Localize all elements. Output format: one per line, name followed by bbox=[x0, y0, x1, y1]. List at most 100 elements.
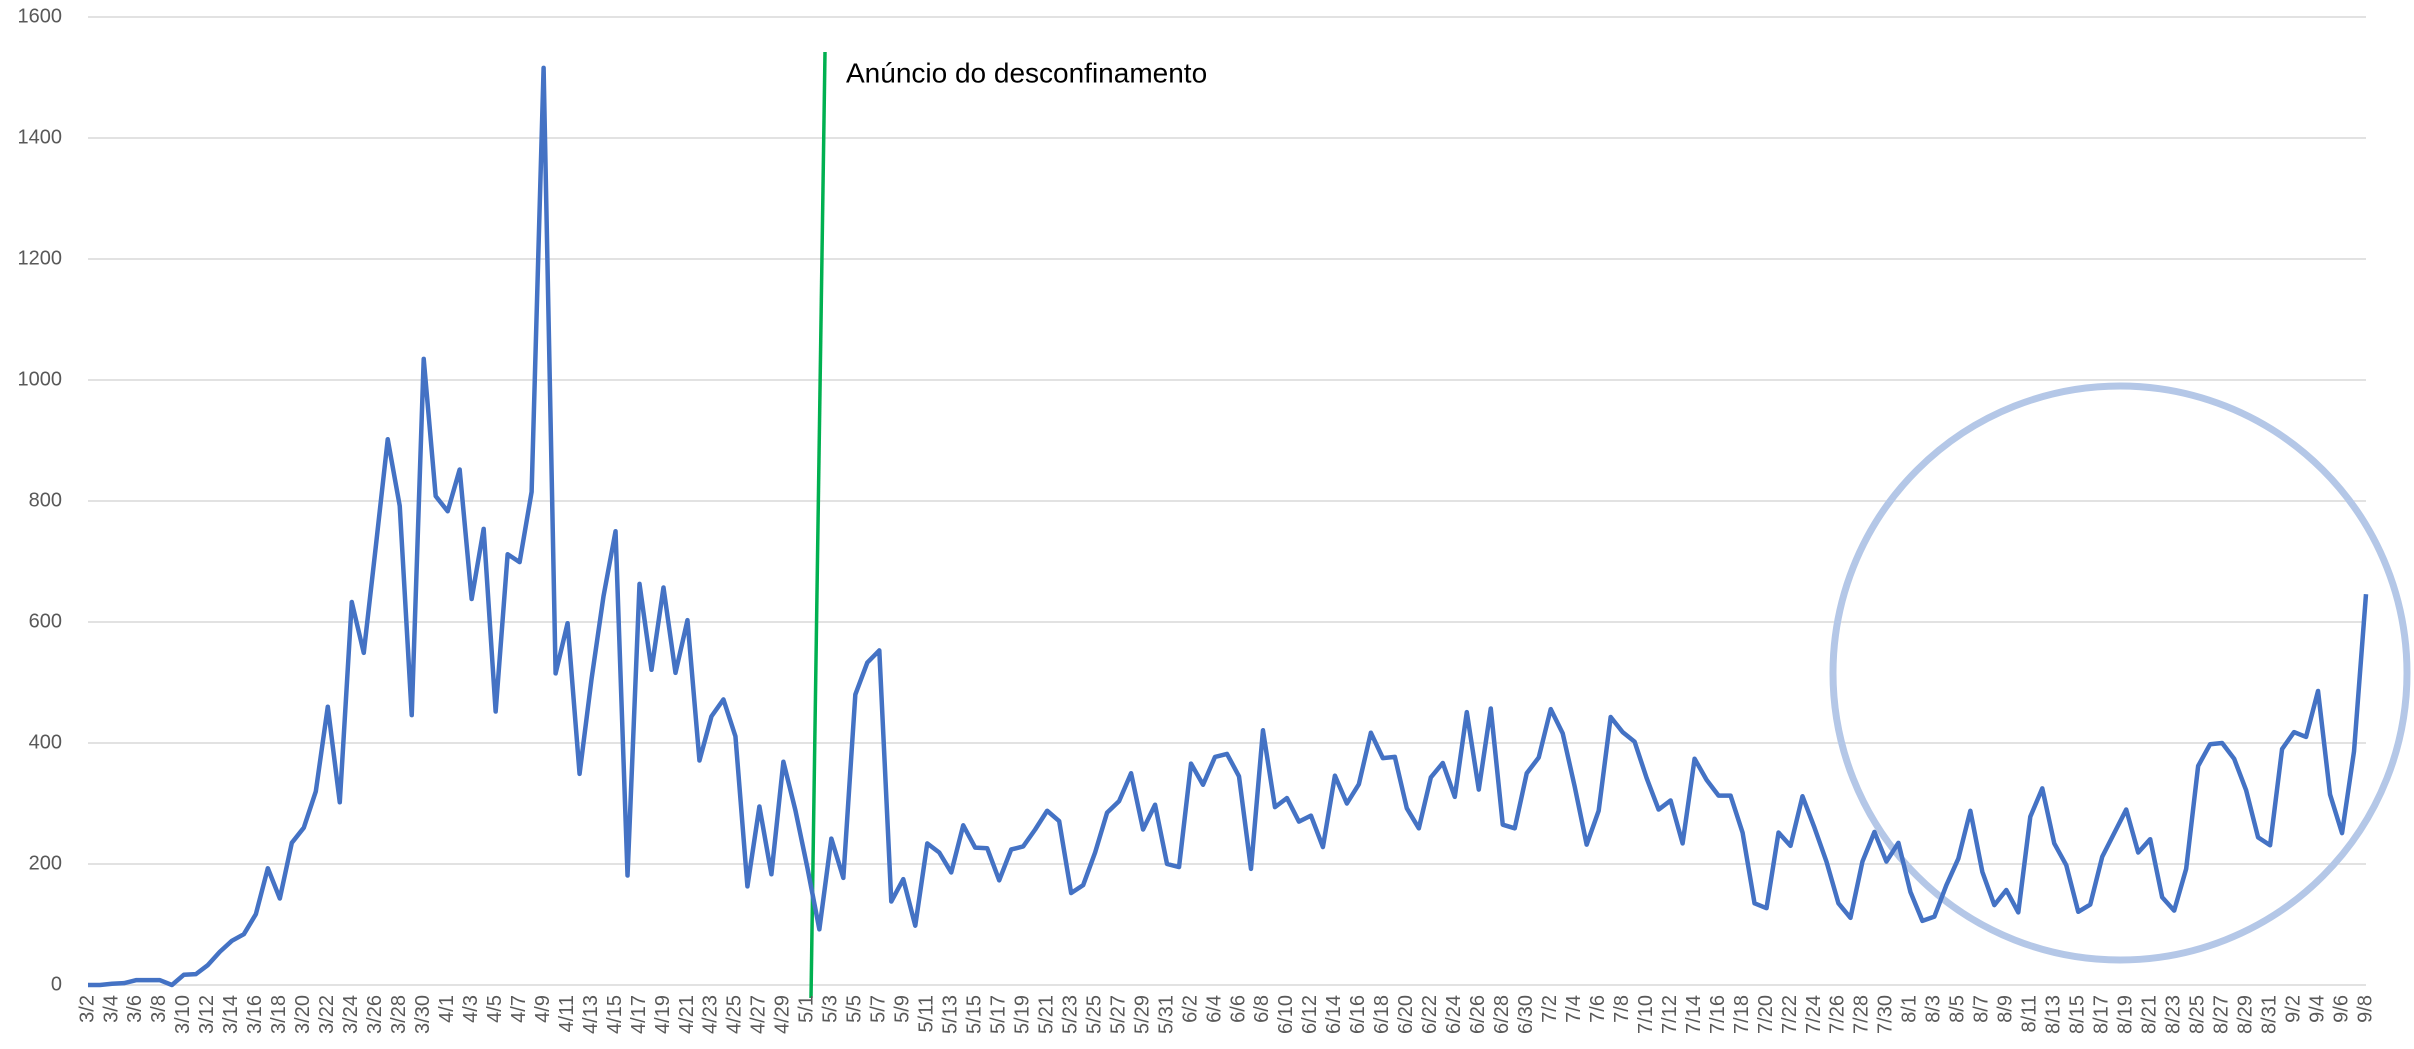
x-tick-label: 3/10 bbox=[172, 995, 194, 1034]
event-line bbox=[809, 51, 827, 999]
x-tick-label: 6/14 bbox=[1323, 995, 1345, 1034]
x-tick-label: 4/27 bbox=[748, 995, 770, 1034]
x-tick-label: 4/3 bbox=[460, 995, 482, 1023]
x-tick-label: 5/23 bbox=[1059, 995, 1081, 1034]
x-tick-label: 3/18 bbox=[268, 995, 290, 1034]
x-tick-label: 3/30 bbox=[412, 995, 434, 1034]
annotation: Anúncio do desconfinamento bbox=[846, 57, 1207, 88]
x-tick-label: 8/23 bbox=[2162, 995, 2184, 1034]
x-tick-label: 3/26 bbox=[364, 995, 386, 1034]
x-tick-label: 5/11 bbox=[916, 995, 938, 1032]
x-tick-label: 7/6 bbox=[1587, 995, 1609, 1023]
x-tick-label: 5/31 bbox=[1155, 995, 1177, 1034]
y-tick-label: 1400 bbox=[18, 126, 63, 148]
x-tick-label: 5/13 bbox=[940, 995, 962, 1034]
x-tick-label: 3/6 bbox=[124, 995, 146, 1023]
x-tick-label: 5/17 bbox=[987, 995, 1009, 1034]
highlight-circle bbox=[1829, 382, 2411, 964]
x-tick-label: 9/6 bbox=[2330, 995, 2352, 1023]
x-tick-label: 4/13 bbox=[580, 995, 602, 1034]
x-tick-label: 8/3 bbox=[1923, 995, 1945, 1023]
x-tick-label: 6/16 bbox=[1347, 995, 1369, 1034]
x-tick-label: 6/8 bbox=[1251, 995, 1273, 1023]
x-tick-label: 4/5 bbox=[484, 995, 506, 1023]
x-tick-label: 8/7 bbox=[1971, 995, 1993, 1023]
x-tick-label: 4/15 bbox=[604, 995, 626, 1034]
x-tick-label: 6/18 bbox=[1371, 995, 1393, 1034]
x-tick-label: 3/12 bbox=[196, 995, 218, 1034]
x-tick-label: 7/14 bbox=[1683, 995, 1705, 1034]
x-tick-label: 4/17 bbox=[628, 995, 650, 1034]
x-tick-label: 7/26 bbox=[1827, 995, 1849, 1034]
x-tick-label: 3/14 bbox=[220, 995, 242, 1034]
x-tick-label: 6/22 bbox=[1419, 995, 1441, 1034]
x-tick-label: 4/19 bbox=[652, 995, 674, 1034]
x-tick-label: 6/24 bbox=[1443, 995, 1465, 1034]
x-tick-label: 6/4 bbox=[1203, 995, 1225, 1023]
x-tick-label: 7/10 bbox=[1635, 995, 1657, 1034]
x-tick-label: 4/25 bbox=[724, 995, 746, 1034]
x-tick-label: 3/28 bbox=[388, 995, 410, 1034]
x-tick-label: 8/19 bbox=[2114, 995, 2136, 1034]
x-tick-label: 6/30 bbox=[1515, 995, 1537, 1034]
x-tick-label: 8/27 bbox=[2210, 995, 2232, 1034]
x-tick-label: 8/13 bbox=[2043, 995, 2065, 1034]
x-tick-label: 3/8 bbox=[148, 995, 170, 1023]
x-tick-label: 4/9 bbox=[532, 995, 554, 1023]
x-tick-label: 6/6 bbox=[1227, 995, 1249, 1023]
x-tick-label: 4/7 bbox=[508, 995, 530, 1023]
x-tick-label: 8/9 bbox=[1995, 995, 2017, 1023]
x-tick-label: 6/12 bbox=[1299, 995, 1321, 1034]
x-tick-label: 7/20 bbox=[1755, 995, 1777, 1034]
x-tick-label: 5/15 bbox=[964, 995, 986, 1034]
x-tick-label: 5/3 bbox=[820, 995, 842, 1023]
x-tick-label: 5/21 bbox=[1035, 995, 1057, 1034]
y-tick-label: 1000 bbox=[18, 368, 63, 390]
x-tick-label: 8/17 bbox=[2091, 995, 2113, 1034]
x-tick-label: 5/9 bbox=[892, 995, 914, 1023]
x-tick-label: 3/2 bbox=[76, 995, 98, 1023]
x-tick-label: 6/10 bbox=[1275, 995, 1297, 1034]
x-tick-label: 4/11 bbox=[556, 995, 578, 1032]
x-tick-label: 3/16 bbox=[244, 995, 266, 1034]
x-tick-label: 8/25 bbox=[2186, 995, 2208, 1034]
x-tick-label: 7/8 bbox=[1611, 995, 1633, 1023]
y-tick-label: 400 bbox=[29, 731, 62, 753]
x-tick-label: 6/26 bbox=[1467, 995, 1489, 1034]
x-tick-label: 5/7 bbox=[868, 995, 890, 1023]
x-tick-label: 5/19 bbox=[1011, 995, 1033, 1034]
x-tick-label: 5/29 bbox=[1131, 995, 1153, 1034]
y-tick-label: 0 bbox=[51, 973, 62, 995]
x-tick-label: 4/21 bbox=[676, 995, 698, 1034]
y-tick-label: 1200 bbox=[18, 247, 63, 269]
x-tick-label: 8/5 bbox=[1947, 995, 1969, 1023]
y-tick-label: 200 bbox=[29, 852, 62, 874]
data-line bbox=[88, 65, 2369, 988]
x-tick-label: 8/1 bbox=[1899, 995, 1921, 1023]
x-tick-label: 7/2 bbox=[1539, 995, 1561, 1023]
x-tick-label: 6/20 bbox=[1395, 995, 1417, 1034]
x-tick-label: 7/18 bbox=[1731, 995, 1753, 1034]
x-tick-label: 5/25 bbox=[1083, 995, 1105, 1034]
x-tick-label: 7/22 bbox=[1779, 995, 1801, 1034]
y-tick-label: 800 bbox=[29, 489, 62, 511]
x-tick-label: 3/4 bbox=[100, 995, 122, 1023]
x-tick-label: 7/24 bbox=[1803, 995, 1825, 1034]
x-tick-label: 4/1 bbox=[436, 995, 458, 1023]
x-tick-label: 5/27 bbox=[1107, 995, 1129, 1034]
x-tick-label: 9/8 bbox=[2354, 995, 2376, 1023]
x-tick-label: 3/22 bbox=[316, 995, 338, 1034]
y-tick-label: 600 bbox=[29, 610, 62, 632]
x-tick-label: 9/2 bbox=[2282, 995, 2304, 1023]
x-tick-label: 8/15 bbox=[2067, 995, 2089, 1034]
x-tick-label: 7/30 bbox=[1875, 995, 1897, 1034]
x-tick-label: 7/16 bbox=[1707, 995, 1729, 1034]
x-tick-label: 8/11 bbox=[2019, 995, 2041, 1032]
x-tick-label: 6/28 bbox=[1491, 995, 1513, 1034]
x-tick-label: 5/5 bbox=[844, 995, 866, 1023]
x-tick-label: 5/1 bbox=[796, 995, 818, 1023]
x-tick-label: 4/29 bbox=[772, 995, 794, 1034]
x-tick-label: 7/28 bbox=[1851, 995, 1873, 1034]
